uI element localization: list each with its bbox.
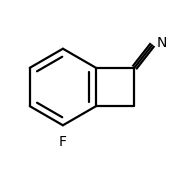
Text: N: N [157, 36, 167, 50]
Text: F: F [59, 135, 67, 149]
